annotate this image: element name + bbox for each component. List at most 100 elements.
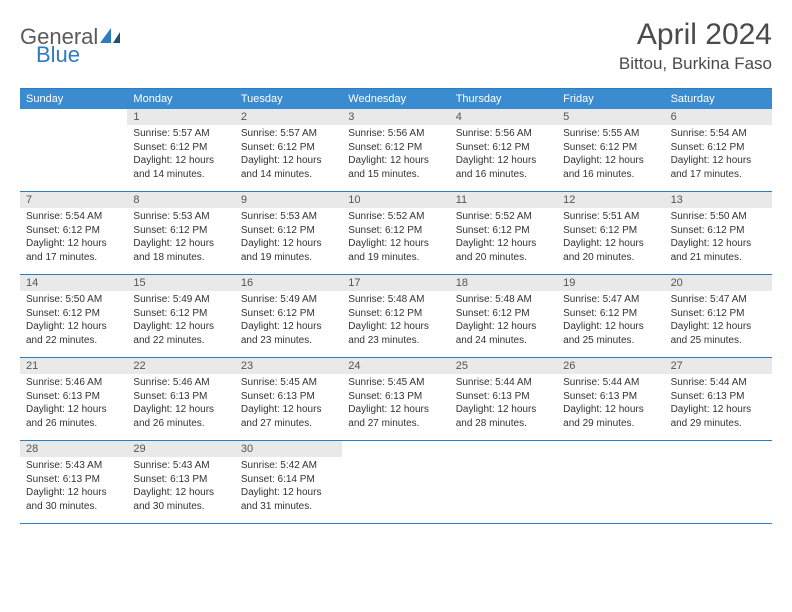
logo-text-blue: Blue bbox=[36, 42, 80, 67]
day-info-line: and 28 minutes. bbox=[456, 417, 551, 431]
day-cell bbox=[20, 109, 127, 191]
day-info-line: Sunrise: 5:43 AM bbox=[133, 459, 228, 473]
day-number: 30 bbox=[235, 441, 342, 457]
day-info-line: Sunset: 6:12 PM bbox=[133, 307, 228, 321]
day-info-line: Sunrise: 5:45 AM bbox=[348, 376, 443, 390]
day-info-line: Daylight: 12 hours bbox=[348, 237, 443, 251]
week-row: 7Sunrise: 5:54 AMSunset: 6:12 PMDaylight… bbox=[20, 192, 772, 275]
day-info-line: and 30 minutes. bbox=[26, 500, 121, 514]
day-info-line: Daylight: 12 hours bbox=[671, 320, 766, 334]
day-cell bbox=[665, 441, 772, 523]
day-info-line: and 16 minutes. bbox=[563, 168, 658, 182]
day-number: 8 bbox=[127, 192, 234, 208]
day-number: 17 bbox=[342, 275, 449, 291]
day-cell bbox=[450, 441, 557, 523]
day-info-line: Sunrise: 5:49 AM bbox=[133, 293, 228, 307]
day-body bbox=[450, 445, 557, 451]
day-cell: 27Sunrise: 5:44 AMSunset: 6:13 PMDayligh… bbox=[665, 358, 772, 440]
day-info-line: Sunrise: 5:50 AM bbox=[671, 210, 766, 224]
day-cell: 22Sunrise: 5:46 AMSunset: 6:13 PMDayligh… bbox=[127, 358, 234, 440]
day-cell: 11Sunrise: 5:52 AMSunset: 6:12 PMDayligh… bbox=[450, 192, 557, 274]
day-info-line: and 23 minutes. bbox=[348, 334, 443, 348]
day-info-line: and 24 minutes. bbox=[456, 334, 551, 348]
day-cell: 24Sunrise: 5:45 AMSunset: 6:13 PMDayligh… bbox=[342, 358, 449, 440]
day-info-line: and 14 minutes. bbox=[133, 168, 228, 182]
day-cell: 7Sunrise: 5:54 AMSunset: 6:12 PMDaylight… bbox=[20, 192, 127, 274]
page-header: General April 2024 Bittou, Burkina Faso bbox=[20, 18, 772, 74]
day-body: Sunrise: 5:55 AMSunset: 6:12 PMDaylight:… bbox=[557, 125, 664, 185]
day-number: 29 bbox=[127, 441, 234, 457]
day-cell: 3Sunrise: 5:56 AMSunset: 6:12 PMDaylight… bbox=[342, 109, 449, 191]
weekday-label: Tuesday bbox=[235, 89, 342, 109]
day-info-line: Daylight: 12 hours bbox=[133, 403, 228, 417]
day-cell: 16Sunrise: 5:49 AMSunset: 6:12 PMDayligh… bbox=[235, 275, 342, 357]
day-number: 24 bbox=[342, 358, 449, 374]
day-body bbox=[20, 113, 127, 119]
day-info-line: and 22 minutes. bbox=[26, 334, 121, 348]
day-info-line: Daylight: 12 hours bbox=[348, 320, 443, 334]
day-info-line: Sunset: 6:12 PM bbox=[456, 141, 551, 155]
day-info-line: Sunset: 6:12 PM bbox=[26, 224, 121, 238]
day-info-line: Daylight: 12 hours bbox=[563, 154, 658, 168]
day-info-line: and 21 minutes. bbox=[671, 251, 766, 265]
day-number: 14 bbox=[20, 275, 127, 291]
day-info-line: and 16 minutes. bbox=[456, 168, 551, 182]
day-info-line: Sunrise: 5:55 AM bbox=[563, 127, 658, 141]
weekday-label: Friday bbox=[557, 89, 664, 109]
day-info-line: Sunset: 6:13 PM bbox=[563, 390, 658, 404]
day-info-line: and 20 minutes. bbox=[456, 251, 551, 265]
day-info-line: Sunrise: 5:48 AM bbox=[456, 293, 551, 307]
day-body: Sunrise: 5:57 AMSunset: 6:12 PMDaylight:… bbox=[127, 125, 234, 185]
weekday-label: Sunday bbox=[20, 89, 127, 109]
day-body: Sunrise: 5:45 AMSunset: 6:13 PMDaylight:… bbox=[235, 374, 342, 434]
day-body: Sunrise: 5:48 AMSunset: 6:12 PMDaylight:… bbox=[450, 291, 557, 351]
day-body bbox=[557, 445, 664, 451]
day-number: 4 bbox=[450, 109, 557, 125]
day-info-line: Sunset: 6:13 PM bbox=[348, 390, 443, 404]
day-info-line: Daylight: 12 hours bbox=[26, 320, 121, 334]
day-number: 5 bbox=[557, 109, 664, 125]
day-body: Sunrise: 5:54 AMSunset: 6:12 PMDaylight:… bbox=[665, 125, 772, 185]
day-info-line: Sunset: 6:12 PM bbox=[348, 141, 443, 155]
weekday-label: Thursday bbox=[450, 89, 557, 109]
day-number: 12 bbox=[557, 192, 664, 208]
day-number: 21 bbox=[20, 358, 127, 374]
weekday-label: Wednesday bbox=[342, 89, 449, 109]
day-cell: 12Sunrise: 5:51 AMSunset: 6:12 PMDayligh… bbox=[557, 192, 664, 274]
day-cell: 25Sunrise: 5:44 AMSunset: 6:13 PMDayligh… bbox=[450, 358, 557, 440]
day-info-line: Sunrise: 5:54 AM bbox=[671, 127, 766, 141]
day-info-line: Daylight: 12 hours bbox=[241, 320, 336, 334]
day-body: Sunrise: 5:52 AMSunset: 6:12 PMDaylight:… bbox=[342, 208, 449, 268]
day-info-line: and 26 minutes. bbox=[26, 417, 121, 431]
day-info-line: Sunrise: 5:53 AM bbox=[133, 210, 228, 224]
day-body: Sunrise: 5:43 AMSunset: 6:13 PMDaylight:… bbox=[20, 457, 127, 517]
day-number: 26 bbox=[557, 358, 664, 374]
day-cell: 23Sunrise: 5:45 AMSunset: 6:13 PMDayligh… bbox=[235, 358, 342, 440]
day-body: Sunrise: 5:53 AMSunset: 6:12 PMDaylight:… bbox=[235, 208, 342, 268]
day-info-line: Daylight: 12 hours bbox=[133, 237, 228, 251]
month-title: April 2024 bbox=[619, 18, 772, 52]
day-info-line: Sunset: 6:12 PM bbox=[241, 224, 336, 238]
week-row: 28Sunrise: 5:43 AMSunset: 6:13 PMDayligh… bbox=[20, 441, 772, 524]
day-body: Sunrise: 5:47 AMSunset: 6:12 PMDaylight:… bbox=[665, 291, 772, 351]
day-info-line: Daylight: 12 hours bbox=[26, 237, 121, 251]
day-body: Sunrise: 5:49 AMSunset: 6:12 PMDaylight:… bbox=[235, 291, 342, 351]
day-number: 9 bbox=[235, 192, 342, 208]
day-number: 16 bbox=[235, 275, 342, 291]
day-body bbox=[342, 445, 449, 451]
day-info-line: Sunrise: 5:47 AM bbox=[563, 293, 658, 307]
day-info-line: Sunrise: 5:48 AM bbox=[348, 293, 443, 307]
day-info-line: Sunset: 6:13 PM bbox=[671, 390, 766, 404]
day-cell: 10Sunrise: 5:52 AMSunset: 6:12 PMDayligh… bbox=[342, 192, 449, 274]
day-info-line: and 29 minutes. bbox=[563, 417, 658, 431]
day-info-line: Daylight: 12 hours bbox=[563, 237, 658, 251]
day-info-line: and 31 minutes. bbox=[241, 500, 336, 514]
day-body: Sunrise: 5:50 AMSunset: 6:12 PMDaylight:… bbox=[20, 291, 127, 351]
day-info-line: Sunset: 6:13 PM bbox=[241, 390, 336, 404]
day-body: Sunrise: 5:45 AMSunset: 6:13 PMDaylight:… bbox=[342, 374, 449, 434]
day-number: 11 bbox=[450, 192, 557, 208]
day-info-line: and 17 minutes. bbox=[671, 168, 766, 182]
day-number: 22 bbox=[127, 358, 234, 374]
day-cell: 6Sunrise: 5:54 AMSunset: 6:12 PMDaylight… bbox=[665, 109, 772, 191]
day-info-line: and 19 minutes. bbox=[348, 251, 443, 265]
